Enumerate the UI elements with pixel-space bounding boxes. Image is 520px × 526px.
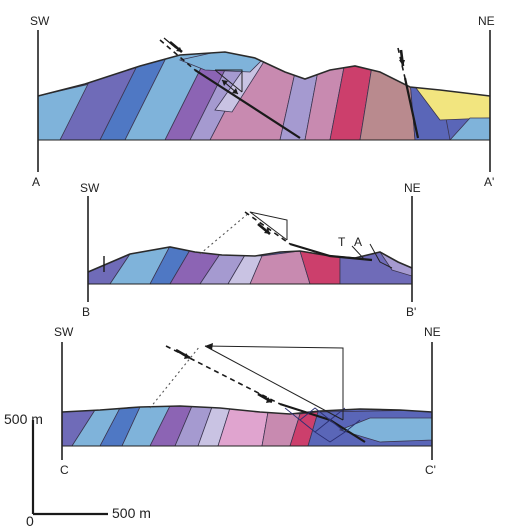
label-a-start: A — [32, 175, 40, 189]
unit-skyblue-right-a — [449, 117, 490, 140]
label-sw-b: SW — [80, 181, 100, 195]
topographic-surface-c — [61, 405, 433, 415]
minor-faults-b — [351, 243, 393, 269]
topographic-surface-a — [37, 51, 491, 97]
offset-triangle-c — [204, 345, 344, 421]
offset-arrow-c — [205, 343, 213, 350]
steep-fault-a — [403, 77, 420, 139]
unit-skyblue-2-c — [121, 406, 171, 446]
eroded-fault-trace-b — [199, 211, 251, 255]
scale-origin-label: 0 — [26, 513, 34, 526]
scale-bar: 500 m 500 m 0 — [4, 411, 151, 526]
mark-a-b: A — [354, 235, 362, 249]
label-ne-a: NE — [478, 14, 495, 28]
label-ne-c: NE — [424, 325, 441, 339]
unit-skyblue-right-c — [338, 417, 432, 443]
fault-arrow-a-2 — [399, 49, 405, 67]
topographic-surface-b — [87, 246, 413, 273]
offset-triangle-a — [214, 69, 243, 93]
fault-arrow-c-2 — [257, 392, 273, 404]
offset-triangle-b — [249, 211, 288, 241]
label-sw-c: SW — [54, 325, 74, 339]
fault-arrow-a-1 — [163, 37, 183, 53]
section-a: SW NE A A' — [30, 14, 495, 189]
unit-violet-2-c — [149, 406, 193, 446]
label-b-start: B — [82, 305, 90, 319]
section-b: T A SW NE B B' — [80, 181, 421, 319]
vertical-scale-label: 500 m — [4, 411, 43, 427]
label-c-end: C' — [425, 463, 436, 477]
label-ne-b: NE — [404, 181, 421, 195]
thrust-fault-b — [289, 242, 373, 262]
label-sw-a: SW — [30, 14, 50, 28]
projected-fault-a — [159, 39, 196, 71]
thrust-fault-a — [194, 69, 301, 139]
mark-t-b: T — [338, 235, 346, 249]
fault-arrow-b — [257, 223, 271, 235]
section-c: SW NE C C' — [54, 325, 441, 477]
unit-blue-1-a — [99, 52, 176, 140]
horizontal-scale-label: 500 m — [112, 505, 151, 521]
label-b-end: B' — [406, 305, 416, 319]
projected-fault-b — [244, 211, 291, 245]
offset-arrow-a — [221, 79, 239, 95]
label-a-end: A' — [484, 175, 494, 189]
eroded-fault-trace-c — [149, 345, 201, 409]
fault-arrow-c-1 — [175, 348, 191, 360]
label-c-start: C — [60, 463, 69, 477]
